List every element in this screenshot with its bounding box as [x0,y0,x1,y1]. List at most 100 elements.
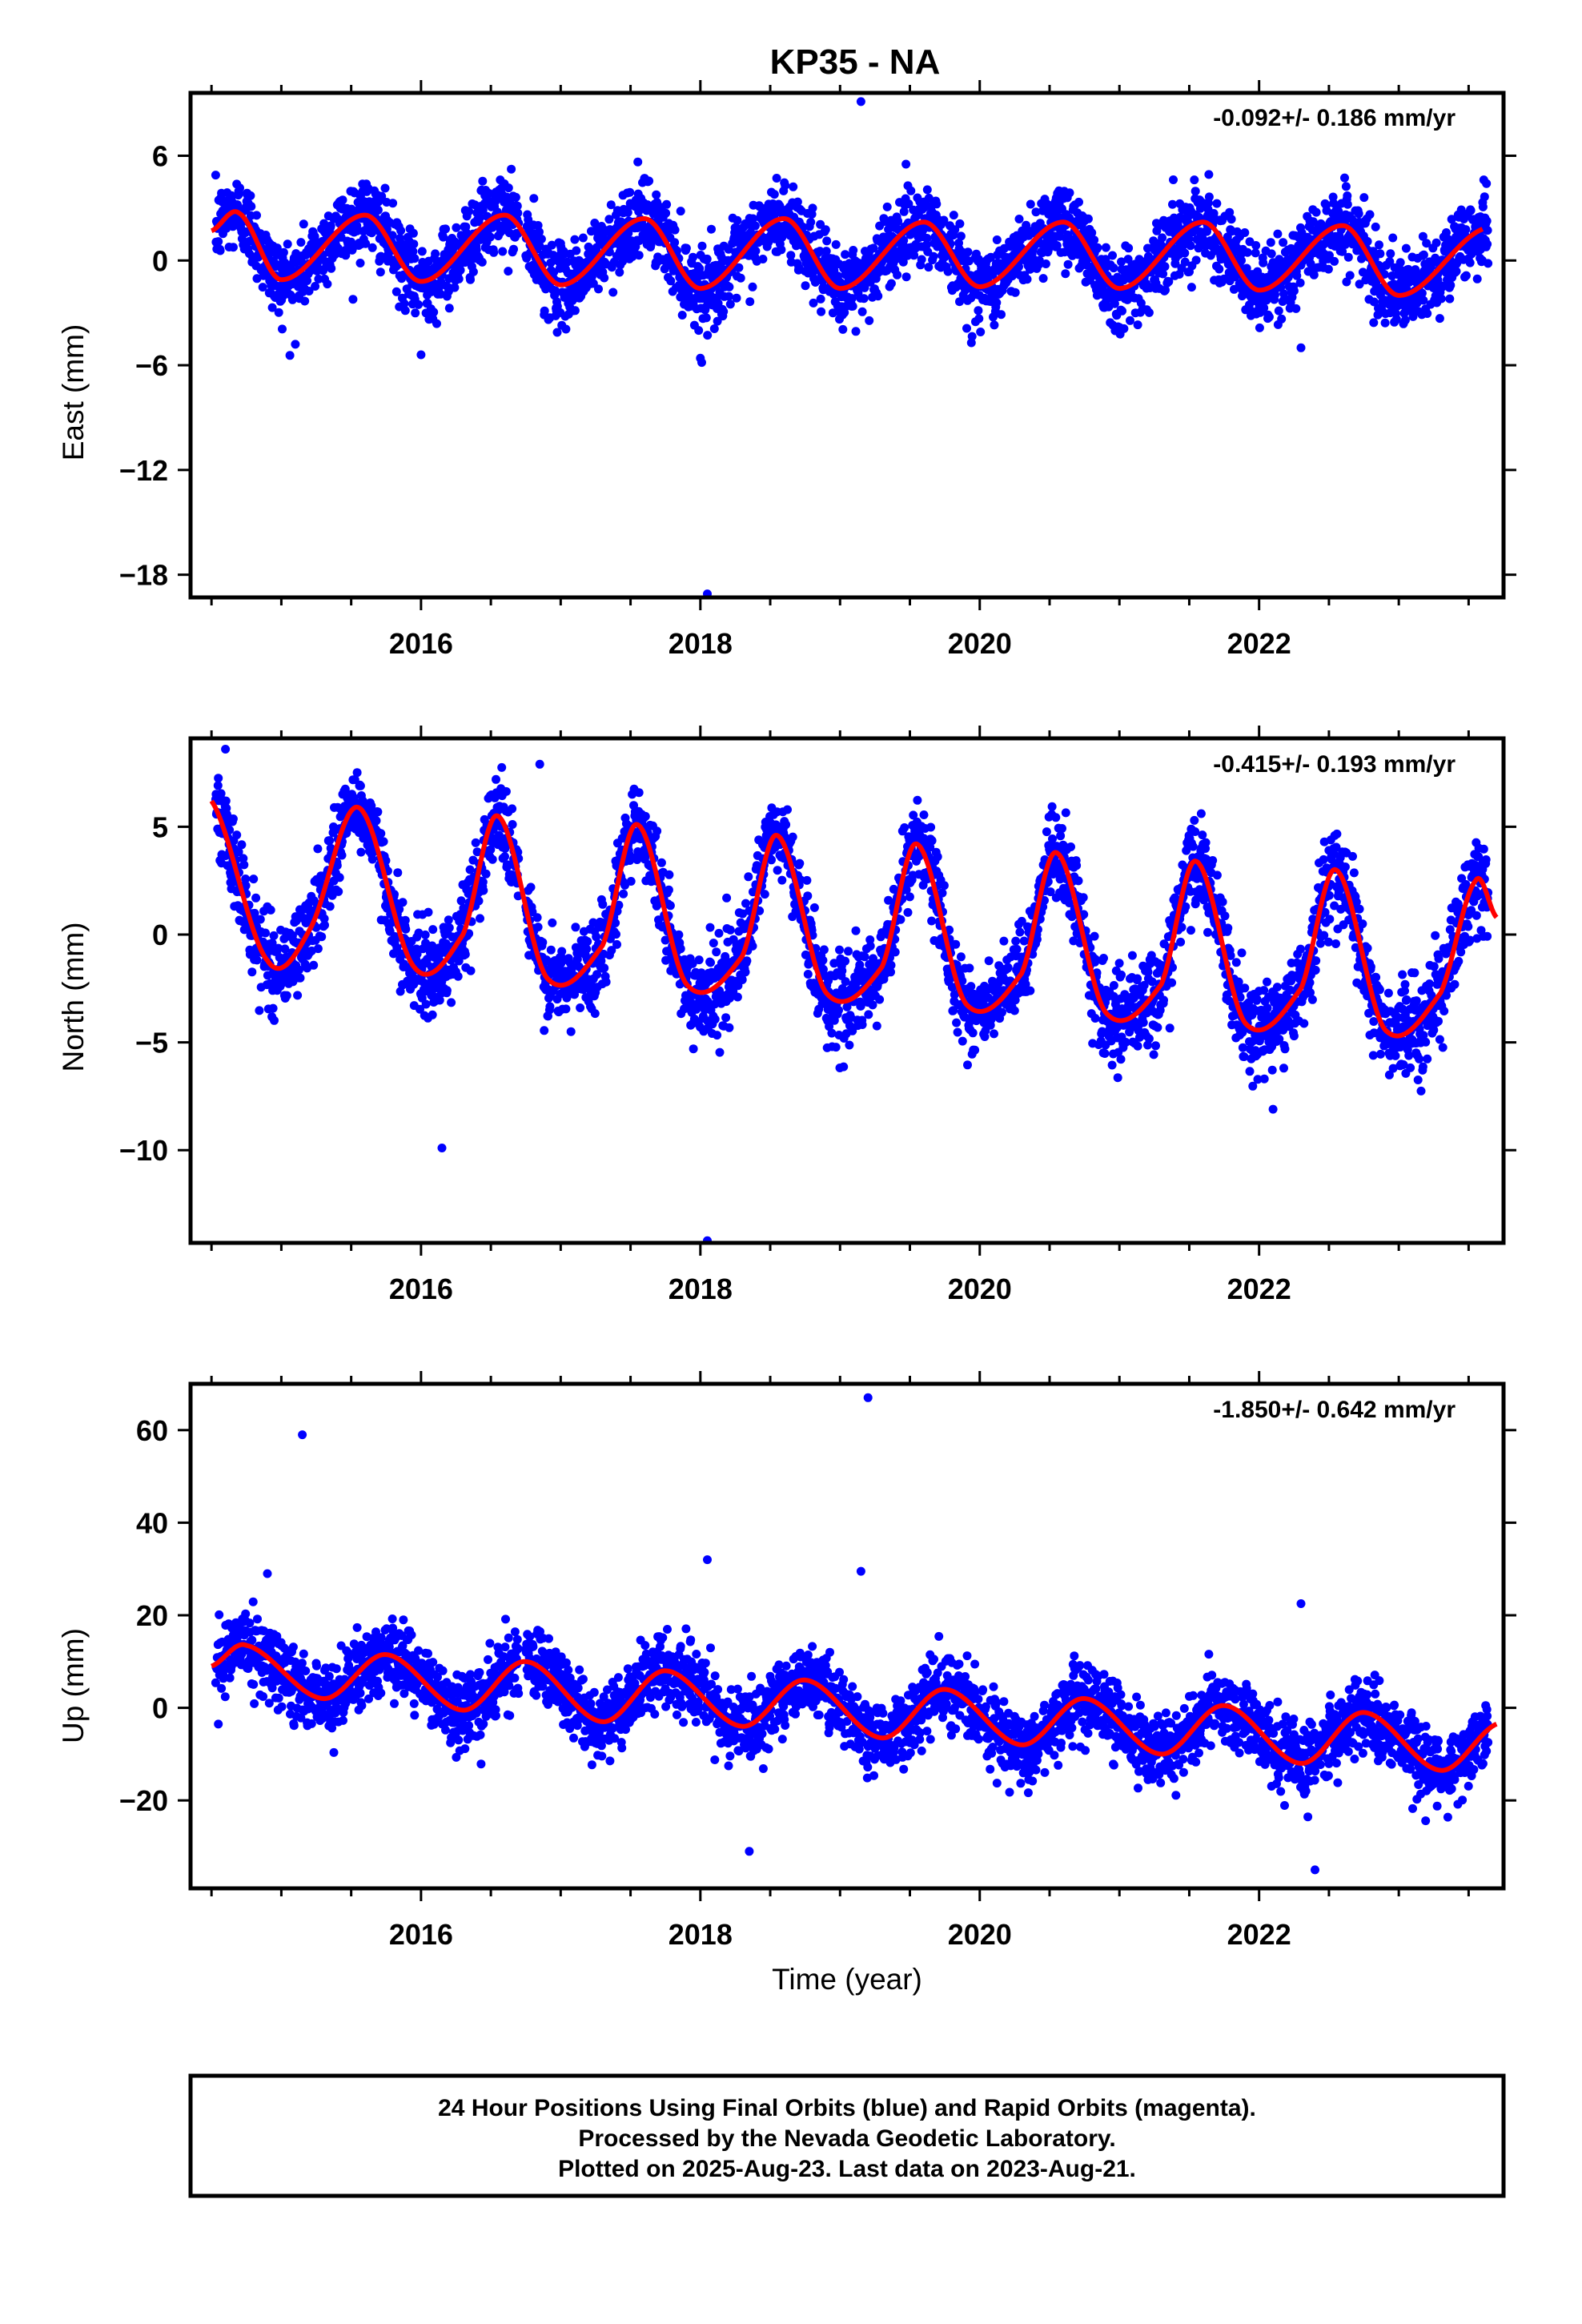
east-point [976,328,986,336]
north-point [423,955,432,964]
east-point [466,275,475,284]
east-point [1034,255,1044,265]
north-point [234,847,243,857]
east-outlier-point [696,353,705,363]
north-point [712,947,721,957]
east-point [540,306,549,316]
east-point [841,250,850,259]
east-point [417,247,427,256]
east-point [1369,297,1379,307]
north-point [795,858,805,868]
east-point [1133,320,1142,330]
east-point [1419,250,1428,259]
north-point [725,1023,734,1032]
east-point [1108,251,1117,260]
east-point [1169,175,1178,184]
east-point [1063,259,1073,269]
east-point [1438,282,1447,292]
east-point [1472,274,1482,283]
east-point [485,232,495,242]
east-point [992,235,1002,244]
east-point [1225,207,1235,217]
north-point [313,844,323,854]
north-point [424,907,433,917]
east-point [504,183,513,193]
east-point [509,244,518,254]
north-point [398,898,408,907]
north-point [545,1002,555,1011]
north-point [737,975,747,984]
east-point [772,174,781,183]
east-point [801,281,810,291]
east-point [1478,202,1488,211]
east-point [1365,210,1375,219]
east-point [1026,199,1035,209]
east-point [1191,187,1200,196]
east-point [736,273,745,283]
north-point [239,860,249,870]
east-point [373,205,383,215]
east-point [633,157,643,167]
east-point [899,235,909,245]
north-point [561,1004,571,1014]
east-point [1324,251,1334,260]
east-point [1385,257,1395,267]
east-point [1292,271,1302,280]
east-point [1371,222,1380,231]
east-point [1180,248,1190,258]
north-point [548,918,557,927]
east-point [1184,234,1194,243]
east-point [644,176,654,186]
north-point [447,998,456,1007]
east-point [681,243,691,253]
north-point [652,826,662,836]
north-point [819,945,829,955]
north-point [706,958,715,967]
east-point [1227,215,1236,224]
north-point [760,890,769,899]
east-point [1355,279,1364,289]
east-point [1375,240,1383,250]
east-point [551,286,560,296]
east-point [400,299,409,308]
east-xtick-label: 2022 [1227,627,1291,660]
east-point [1180,257,1190,267]
north-point [501,786,511,796]
east-point [865,316,874,325]
north-point [255,915,265,924]
east-point [299,219,308,229]
east-point [733,215,742,225]
north-point [355,781,365,790]
east-point [749,214,757,223]
east-point [258,283,267,292]
east-point [666,276,676,286]
north-point [600,963,609,973]
east-point [547,240,556,250]
east-point [1311,207,1321,217]
east-point [1483,239,1492,249]
east-point [922,234,932,243]
east-point [1031,207,1041,217]
east-point [1461,271,1471,280]
north-point [282,991,291,1000]
north-point [532,913,542,923]
east-point [1400,316,1410,325]
east-point [615,267,624,277]
east-point [1466,206,1476,215]
east-point [408,247,418,256]
north-point [454,956,464,966]
east-point [1345,271,1355,280]
east-point [552,328,562,337]
north-point [744,872,753,882]
east-point [1386,249,1395,259]
east-point [380,183,390,193]
north-point [444,923,454,932]
north-point [802,875,812,885]
north-point [460,950,470,959]
east-point [992,298,1002,308]
north-point [213,781,223,790]
east-point [361,239,371,248]
east-point [1461,225,1471,235]
north-point [488,854,497,864]
east-point [606,200,616,210]
